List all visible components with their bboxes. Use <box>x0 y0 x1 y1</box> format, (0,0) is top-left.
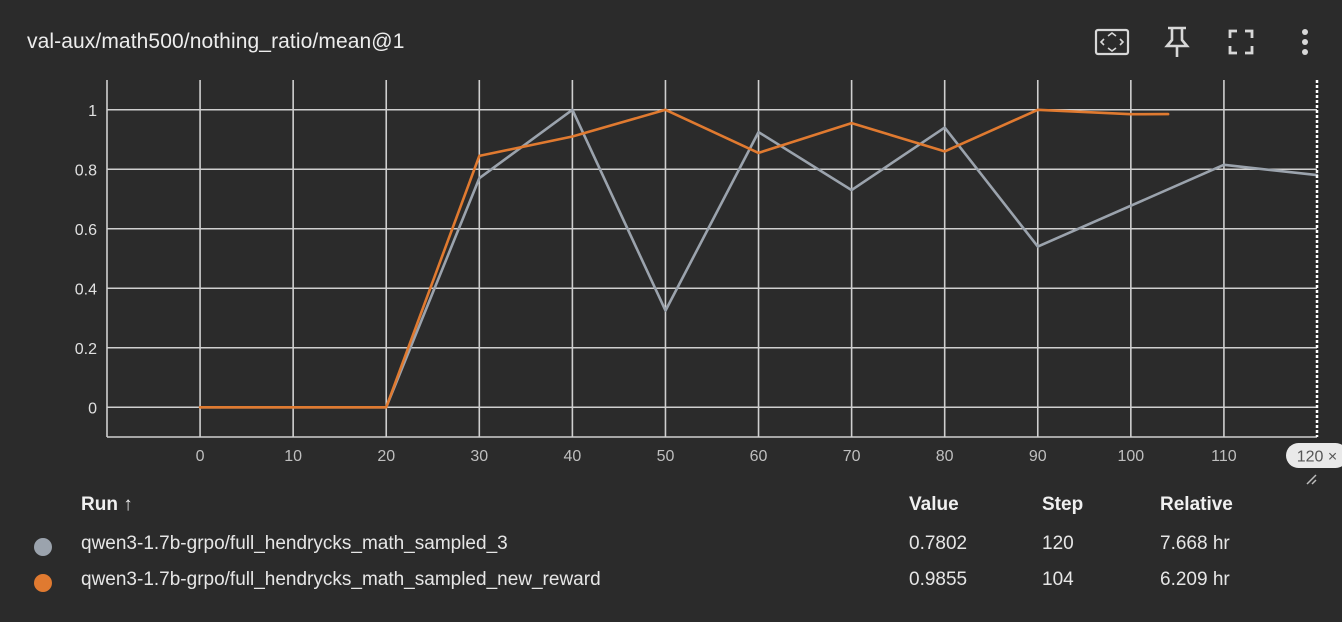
y-tick-label: 0.4 <box>75 281 97 298</box>
y-tick-label: 0.6 <box>75 222 97 239</box>
x-tick-label: 110 <box>1211 448 1237 465</box>
x-tick-label: 70 <box>843 448 861 465</box>
x-tick-label: 0 <box>196 448 205 465</box>
legend-step: 104 <box>1042 569 1074 590</box>
y-tick-label: 1 <box>88 103 97 120</box>
chart-axes <box>106 80 1317 438</box>
x-tick-label: 100 <box>1117 448 1144 465</box>
fullscreen-icon <box>1228 29 1254 55</box>
y-axis-ticks: 0 0.2 0.4 0.6 0.8 1 <box>75 103 97 418</box>
series-line-new-reward <box>198 108 1170 409</box>
legend-value: 0.7802 <box>909 533 968 554</box>
line-chart[interactable]: 0 10 20 30 40 50 60 70 80 90 100 110 0 0.2 0.4 0.6 0.8 1… <box>0 0 1342 490</box>
series-color-dot <box>34 538 52 556</box>
legend-step: 120 <box>1042 533 1074 554</box>
legend-row[interactable]: qwen3-1.7b-grpo/full_hendrycks_math_samp… <box>0 530 1342 566</box>
cursor-label: 120 × <box>1297 449 1337 466</box>
more-vert-icon <box>1302 29 1308 55</box>
y-tick-label: 0.2 <box>75 341 97 358</box>
legend-relative: 7.668 hr <box>1160 533 1230 554</box>
legend-header-value[interactable]: Value <box>909 494 959 515</box>
legend-header-run[interactable]: Run ↑ <box>81 494 133 515</box>
x-tick-label: 30 <box>470 448 488 465</box>
legend-header-step[interactable]: Step <box>1042 494 1084 515</box>
resize-handle[interactable] <box>1306 474 1317 485</box>
legend-header-relative[interactable]: Relative <box>1160 494 1233 515</box>
x-tick-label: 20 <box>377 448 395 465</box>
y-tick-label: 0 <box>88 400 97 417</box>
x-tick-label: 80 <box>936 448 954 465</box>
fit-domain-button[interactable] <box>1092 22 1132 62</box>
chart-series <box>198 108 1319 409</box>
x-tick-label: 40 <box>563 448 581 465</box>
x-axis-ticks: 0 10 20 30 40 50 60 70 80 90 100 110 <box>196 448 1237 465</box>
series-color-dot <box>34 574 52 592</box>
pin-button[interactable] <box>1157 22 1197 62</box>
legend-relative: 6.209 hr <box>1160 569 1230 590</box>
chart-grid <box>107 80 1317 437</box>
fit-domain-icon <box>1094 28 1130 56</box>
x-tick-label: 60 <box>750 448 768 465</box>
x-tick-label: 50 <box>657 448 675 465</box>
chart-toolbar <box>1080 22 1330 62</box>
y-tick-label: 0.8 <box>75 162 97 179</box>
chart-title: val-aux/math500/nothing_ratio/mean@1 <box>27 30 405 53</box>
x-tick-label: 90 <box>1029 448 1047 465</box>
cursor-badge <box>1286 443 1342 468</box>
more-options-button[interactable] <box>1285 22 1325 62</box>
x-tick-label: 10 <box>284 448 302 465</box>
legend-row[interactable]: qwen3-1.7b-grpo/full_hendrycks_math_samp… <box>0 566 1342 602</box>
step-cursor[interactable]: 120 × <box>1286 80 1342 468</box>
legend-run-name: qwen3-1.7b-grpo/full_hendrycks_math_samp… <box>81 569 601 590</box>
legend-run-name: qwen3-1.7b-grpo/full_hendrycks_math_samp… <box>81 533 508 554</box>
fullscreen-button[interactable] <box>1221 22 1261 62</box>
pin-icon <box>1164 26 1190 57</box>
legend-value: 0.9855 <box>909 569 968 590</box>
